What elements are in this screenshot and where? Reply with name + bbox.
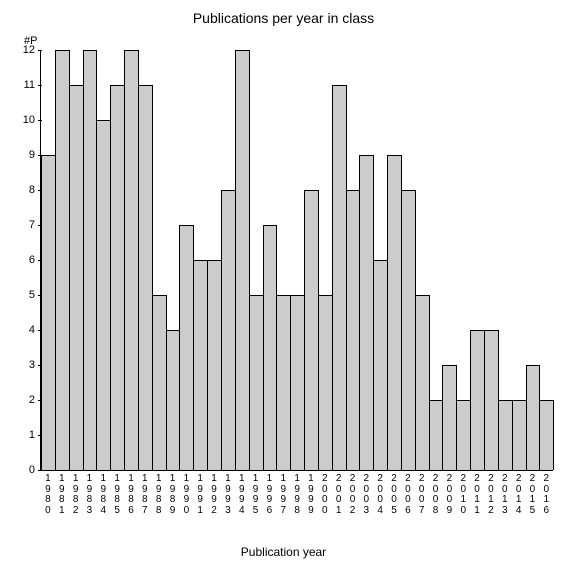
bar xyxy=(373,260,388,470)
y-tick: 11 xyxy=(24,79,41,91)
y-tick: 7 xyxy=(29,219,41,231)
x-tick: 1994 xyxy=(235,470,249,516)
x-tick: 2012 xyxy=(484,470,498,516)
x-tick: 2006 xyxy=(401,470,415,516)
bar xyxy=(401,190,416,470)
bar xyxy=(498,400,513,470)
x-tick: 2002 xyxy=(346,470,360,516)
x-tick: 1995 xyxy=(249,470,263,516)
y-tick: 1 xyxy=(29,429,41,441)
x-tick: 2016 xyxy=(539,470,553,516)
x-tick: 1993 xyxy=(221,470,235,516)
plot-area: 1980198119821983198419851986198719881989… xyxy=(40,50,553,471)
bar xyxy=(207,260,222,470)
bar xyxy=(276,295,291,470)
bar xyxy=(359,155,374,470)
bar xyxy=(249,295,264,470)
y-tick: 9 xyxy=(29,149,41,161)
x-tick: 2001 xyxy=(332,470,346,516)
x-tick: 1980 xyxy=(41,470,55,516)
bar xyxy=(166,330,181,470)
bar xyxy=(539,400,554,470)
x-tick: 1988 xyxy=(152,470,166,516)
bar xyxy=(415,295,430,470)
x-tick: 1992 xyxy=(207,470,221,516)
y-tick: 8 xyxy=(29,184,41,196)
bar xyxy=(332,85,347,470)
x-tick: 2010 xyxy=(456,470,470,516)
bar xyxy=(124,50,139,470)
x-tick: 1997 xyxy=(276,470,290,516)
x-tick: 1984 xyxy=(96,470,110,516)
x-tick: 2008 xyxy=(429,470,443,516)
x-tick: 1983 xyxy=(83,470,97,516)
y-tick: 6 xyxy=(29,254,41,266)
x-tick: 2004 xyxy=(373,470,387,516)
bar xyxy=(470,330,485,470)
x-tick: 1989 xyxy=(166,470,180,516)
y-tick: 3 xyxy=(29,359,41,371)
x-tick: 2015 xyxy=(526,470,540,516)
x-tick: 1982 xyxy=(69,470,83,516)
bar xyxy=(387,155,402,470)
bar xyxy=(41,155,56,470)
y-tick: 12 xyxy=(23,44,41,56)
bar xyxy=(152,295,167,470)
bar xyxy=(193,260,208,470)
x-tick: 1996 xyxy=(263,470,277,516)
bar xyxy=(96,120,111,470)
y-tick: 2 xyxy=(29,394,41,406)
bar xyxy=(179,225,194,470)
y-tick: 4 xyxy=(29,324,41,336)
x-ticks-group: 1980198119821983198419851986198719881989… xyxy=(41,470,553,516)
x-tick: 2011 xyxy=(470,470,484,516)
x-tick: 1990 xyxy=(179,470,193,516)
bar xyxy=(318,295,333,470)
bar xyxy=(456,400,471,470)
chart-container: Publications per year in class #P Public… xyxy=(0,0,567,567)
bar xyxy=(263,225,278,470)
bar xyxy=(512,400,527,470)
x-tick: 1985 xyxy=(110,470,124,516)
bar xyxy=(55,50,70,470)
bar xyxy=(290,295,305,470)
x-axis-label: Publication year xyxy=(0,545,567,559)
chart-title: Publications per year in class xyxy=(0,10,567,26)
bar xyxy=(221,190,236,470)
y-tick: 5 xyxy=(29,289,41,301)
y-tick: 10 xyxy=(23,114,41,126)
bars-group xyxy=(41,50,553,470)
y-tick: 0 xyxy=(29,464,41,476)
bar xyxy=(526,365,541,470)
x-tick: 2005 xyxy=(387,470,401,516)
bar xyxy=(442,365,457,470)
x-tick: 2003 xyxy=(359,470,373,516)
bar xyxy=(83,50,98,470)
x-tick: 2013 xyxy=(498,470,512,516)
x-tick: 1987 xyxy=(138,470,152,516)
x-tick: 1991 xyxy=(193,470,207,516)
x-tick: 2014 xyxy=(512,470,526,516)
x-tick: 2009 xyxy=(442,470,456,516)
bar xyxy=(110,85,125,470)
x-tick: 1986 xyxy=(124,470,138,516)
bar xyxy=(484,330,499,470)
bar xyxy=(346,190,361,470)
bar xyxy=(138,85,153,470)
bar xyxy=(429,400,444,470)
x-tick: 1998 xyxy=(290,470,304,516)
bar xyxy=(304,190,319,470)
x-tick: 2000 xyxy=(318,470,332,516)
bar xyxy=(69,85,84,470)
bar xyxy=(235,50,250,470)
x-tick: 1999 xyxy=(304,470,318,516)
x-tick: 2007 xyxy=(415,470,429,516)
x-tick: 1981 xyxy=(55,470,69,516)
